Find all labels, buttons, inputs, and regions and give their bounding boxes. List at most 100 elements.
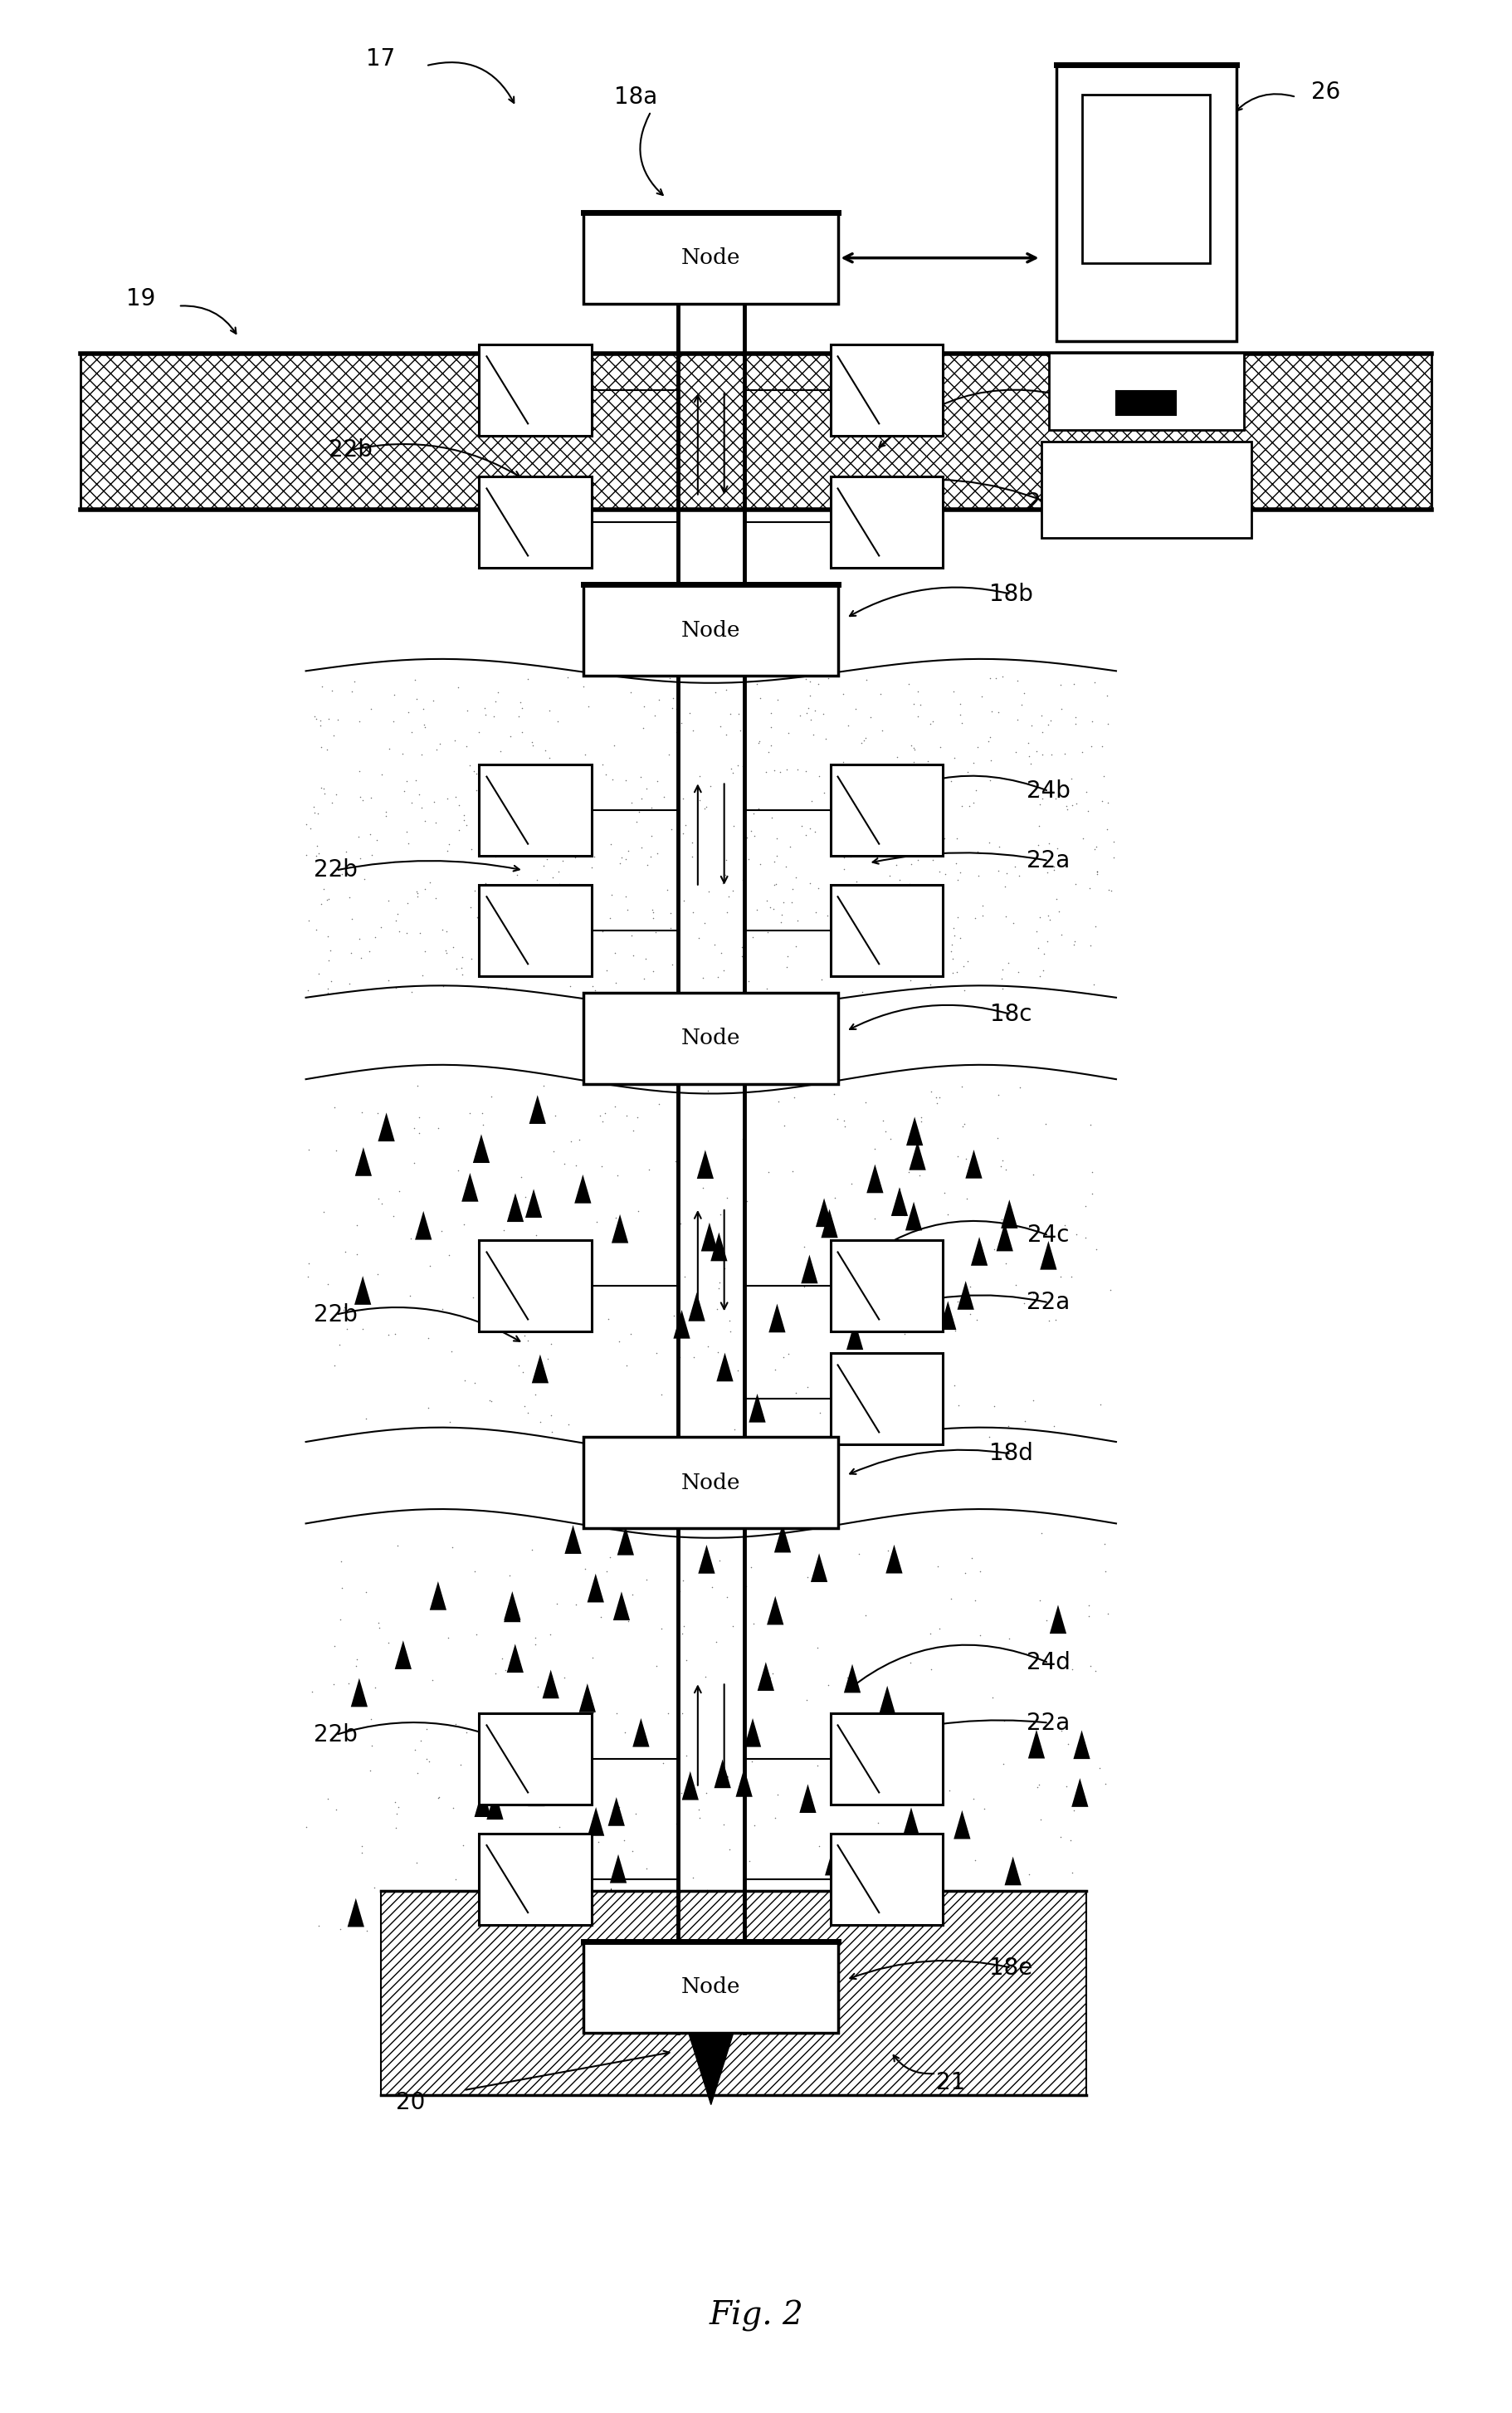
Point bbox=[543, 1860, 567, 1899]
Point bbox=[940, 1298, 965, 1337]
Polygon shape bbox=[461, 1173, 478, 1202]
Point bbox=[395, 813, 419, 852]
Point bbox=[832, 1368, 856, 1407]
Point bbox=[909, 685, 933, 724]
Point bbox=[1034, 1105, 1058, 1144]
Point bbox=[602, 726, 626, 765]
Point bbox=[996, 1872, 1021, 1911]
Point bbox=[1096, 871, 1120, 910]
Point bbox=[1061, 1790, 1086, 1829]
Point bbox=[296, 1243, 321, 1281]
Point bbox=[945, 953, 969, 992]
Point bbox=[422, 782, 446, 820]
Point bbox=[940, 927, 965, 965]
Point bbox=[629, 779, 653, 818]
Point bbox=[352, 859, 376, 898]
Point bbox=[581, 1911, 605, 1950]
Point bbox=[918, 883, 942, 922]
Point bbox=[965, 729, 989, 767]
Point bbox=[742, 1805, 767, 1844]
Point bbox=[927, 1783, 951, 1822]
Point bbox=[358, 690, 383, 729]
Text: 22b: 22b bbox=[314, 1303, 358, 1327]
Point bbox=[357, 931, 381, 970]
Point bbox=[634, 1848, 658, 1887]
Point bbox=[820, 934, 844, 972]
Point bbox=[736, 963, 761, 1001]
Polygon shape bbox=[354, 1276, 370, 1305]
Point bbox=[833, 1108, 857, 1146]
Point bbox=[426, 1778, 451, 1817]
Point bbox=[503, 1286, 528, 1325]
Point bbox=[641, 893, 665, 931]
Point bbox=[511, 1354, 535, 1392]
Point bbox=[513, 816, 537, 854]
Point bbox=[904, 758, 928, 796]
Point bbox=[556, 1404, 581, 1443]
Point bbox=[629, 828, 653, 866]
Point bbox=[1027, 1766, 1051, 1805]
Point bbox=[874, 1112, 898, 1151]
Point bbox=[658, 659, 682, 697]
Point bbox=[943, 1313, 968, 1351]
Point bbox=[1007, 857, 1031, 895]
Point bbox=[473, 1875, 497, 1914]
Point bbox=[405, 680, 429, 719]
Point bbox=[466, 898, 490, 936]
Point bbox=[348, 919, 372, 958]
Point bbox=[1001, 905, 1025, 943]
Point bbox=[957, 787, 981, 825]
Polygon shape bbox=[503, 1590, 520, 1619]
Point bbox=[452, 796, 476, 835]
Point bbox=[708, 1264, 732, 1303]
Point bbox=[942, 917, 966, 956]
Point bbox=[836, 1658, 860, 1696]
Point bbox=[1010, 685, 1034, 724]
Point bbox=[1061, 924, 1086, 963]
Point bbox=[715, 1578, 739, 1617]
Point bbox=[696, 1327, 720, 1366]
Point bbox=[463, 1552, 487, 1590]
Point bbox=[614, 840, 638, 878]
Point bbox=[1024, 731, 1048, 770]
Point bbox=[440, 1527, 464, 1566]
Bar bbox=[1116, 391, 1176, 415]
Point bbox=[956, 1180, 980, 1219]
Point bbox=[978, 659, 1002, 697]
Point bbox=[345, 1206, 369, 1245]
Point bbox=[525, 861, 549, 900]
Polygon shape bbox=[758, 1663, 774, 1692]
Point bbox=[608, 1322, 632, 1361]
Point bbox=[1031, 736, 1055, 775]
Point bbox=[878, 1120, 903, 1158]
Point bbox=[437, 1235, 461, 1274]
Point bbox=[1070, 820, 1095, 859]
Polygon shape bbox=[611, 1214, 629, 1243]
Polygon shape bbox=[473, 1134, 490, 1163]
Polygon shape bbox=[603, 1887, 620, 1916]
Point bbox=[671, 813, 696, 852]
Point bbox=[404, 661, 428, 700]
Point bbox=[348, 702, 372, 741]
Point bbox=[556, 799, 581, 837]
Point bbox=[928, 1742, 953, 1781]
Point bbox=[429, 1289, 454, 1327]
Polygon shape bbox=[996, 1223, 1013, 1252]
Point bbox=[573, 736, 597, 775]
Point bbox=[494, 968, 519, 1006]
Point bbox=[641, 953, 665, 992]
Text: 18a: 18a bbox=[614, 84, 658, 109]
Polygon shape bbox=[673, 1310, 689, 1339]
Point bbox=[632, 688, 656, 726]
Point bbox=[572, 668, 596, 707]
Point bbox=[714, 671, 738, 709]
Point bbox=[714, 1916, 738, 1955]
Point bbox=[767, 1081, 791, 1120]
Point bbox=[396, 1921, 420, 1959]
Polygon shape bbox=[851, 1766, 868, 1795]
Point bbox=[513, 1317, 537, 1356]
Point bbox=[428, 1877, 452, 1916]
Point bbox=[532, 1728, 556, 1766]
Point bbox=[605, 1156, 629, 1194]
Point bbox=[458, 1093, 482, 1132]
